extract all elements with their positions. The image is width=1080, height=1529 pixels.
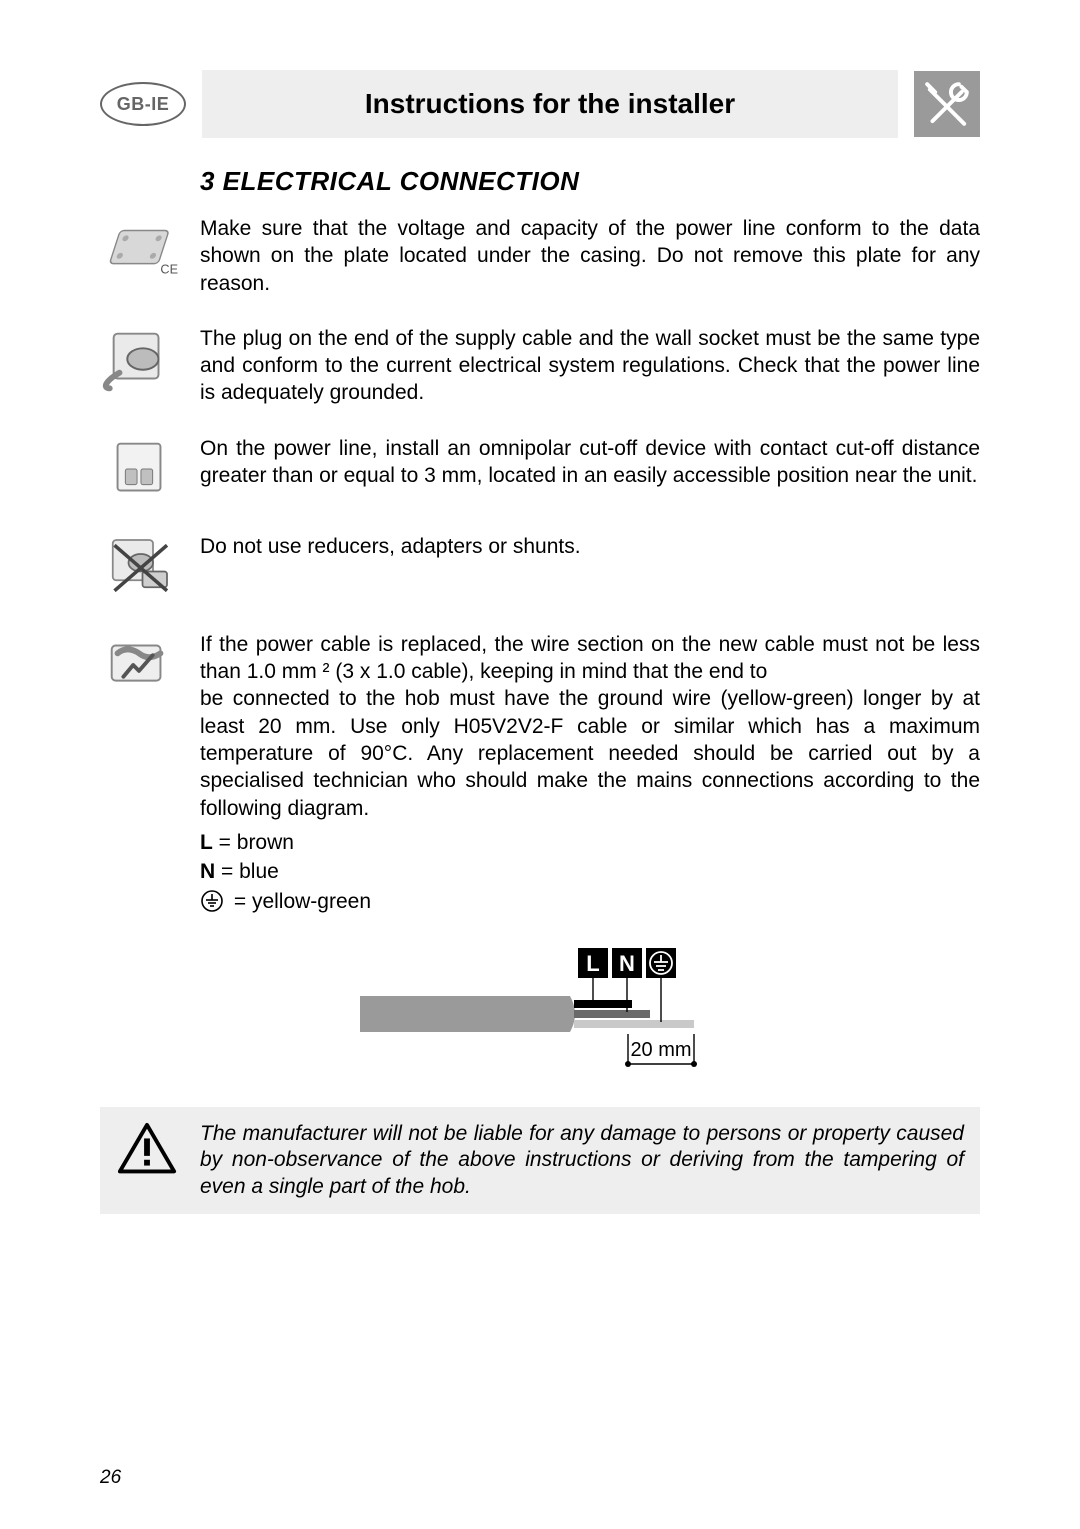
entry-plug: The plug on the end of the supply cable …: [100, 325, 980, 407]
tools-icon: [914, 71, 980, 137]
diagram-N-label: N: [619, 951, 635, 976]
rating-plate-icon: CE: [100, 215, 178, 285]
diagram-dimension: 20 mm: [630, 1039, 691, 1061]
header-row: GB-IE Instructions for the installer: [100, 70, 980, 138]
warning-icon: [116, 1121, 178, 1177]
page-number: 26: [100, 1467, 121, 1489]
paragraph-plug: The plug on the end of the supply cable …: [200, 325, 980, 407]
paragraph-cable-a: If the power cable is replaced, the wire…: [200, 633, 980, 683]
paragraph-cable: If the power cable is replaced, the wire…: [200, 631, 980, 916]
legend-N-value: = blue: [215, 860, 279, 883]
ground-icon: [200, 890, 234, 913]
no-adapter-icon: [100, 533, 178, 603]
legend-L-label: L: [200, 831, 213, 854]
page-title: Instructions for the installer: [202, 70, 898, 138]
paragraph-no-adapter: Do not use reducers, adapters or shunts.: [200, 533, 980, 560]
plug-socket-icon: [100, 325, 178, 395]
paragraph-plate: Make sure that the voltage and capacity …: [200, 215, 980, 297]
cable-replace-icon: [100, 631, 178, 701]
section-heading: 3 ELECTRICAL CONNECTION: [200, 166, 980, 197]
paragraph-switch: On the power line, install an omnipolar …: [200, 435, 980, 490]
svg-text:CE: CE: [160, 262, 178, 276]
entry-plate: CE Make sure that the voltage and capaci…: [100, 215, 980, 297]
legend-ground-value: = yellow-green: [234, 890, 371, 913]
entry-cable: If the power cable is replaced, the wire…: [100, 631, 980, 916]
entry-switch: On the power line, install an omnipolar …: [100, 435, 980, 505]
paragraph-cable-b: be connected to the hob must have the gr…: [200, 687, 980, 819]
legend-N-label: N: [200, 860, 215, 883]
entry-no-adapter: Do not use reducers, adapters or shunts.: [100, 533, 980, 603]
diagram-L-label: L: [586, 951, 599, 976]
legend-L-value: = brown: [213, 831, 294, 854]
warning-box: The manufacturer will not be liable for …: [100, 1107, 980, 1214]
language-badge: GB-IE: [100, 82, 186, 126]
wire-legend: L = brown N = blue = yellow-gree: [200, 828, 980, 916]
warning-text: The manufacturer will not be liable for …: [200, 1121, 964, 1200]
cable-diagram: L N: [360, 944, 980, 1089]
cutoff-switch-icon: [100, 435, 178, 505]
